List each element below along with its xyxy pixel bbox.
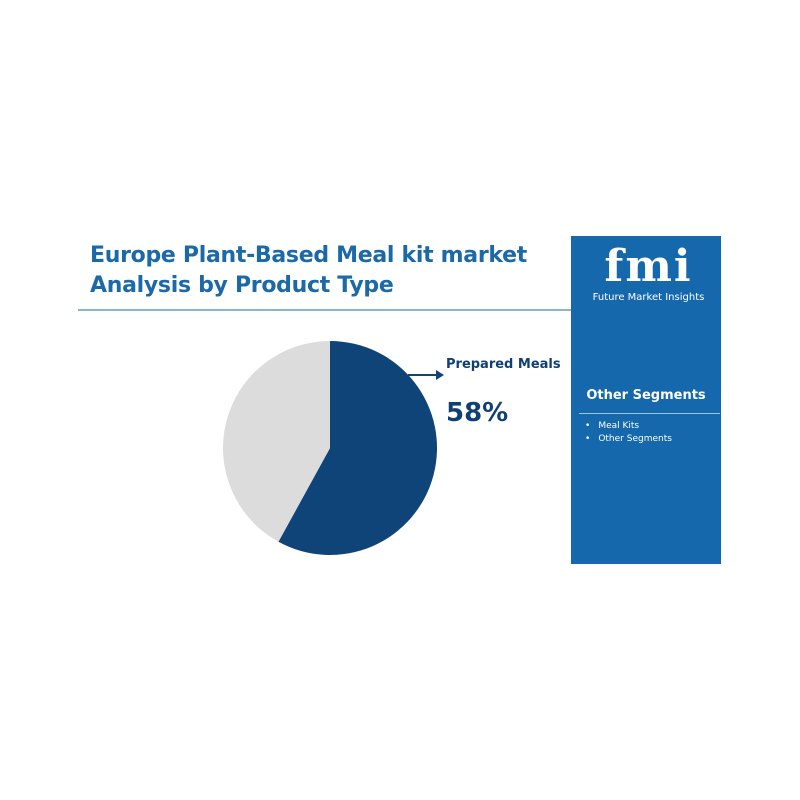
slice-label: Prepared Meals [446,357,561,372]
pie-slice-prepared-meals [278,341,437,555]
segment-item: Meal Kits [585,420,672,433]
segments-list: Meal Kits Other Segments [585,420,672,446]
segment-item: Other Segments [585,433,672,446]
logo-mark: fmi [604,241,693,292]
title-line-1: Europe Plant-Based Meal kit market [90,243,527,268]
pie-slice-other [222,341,330,542]
brand-name: Future Market Insights [592,292,705,303]
title-divider [78,309,572,311]
title-line-2: Analysis by Product Type [90,273,394,298]
slice-value-label: 58% [446,398,509,428]
side-panel: fmi Future Market Insights Other Segment… [571,236,721,564]
annotation-arrowhead [436,370,444,380]
other-segments-title: Other Segments [586,388,706,403]
chart-title: Europe Plant-Based Meal kit market Analy… [90,241,527,301]
fmi-logo: fmi Future Market Insights [591,241,706,304]
segments-divider [579,413,720,414]
